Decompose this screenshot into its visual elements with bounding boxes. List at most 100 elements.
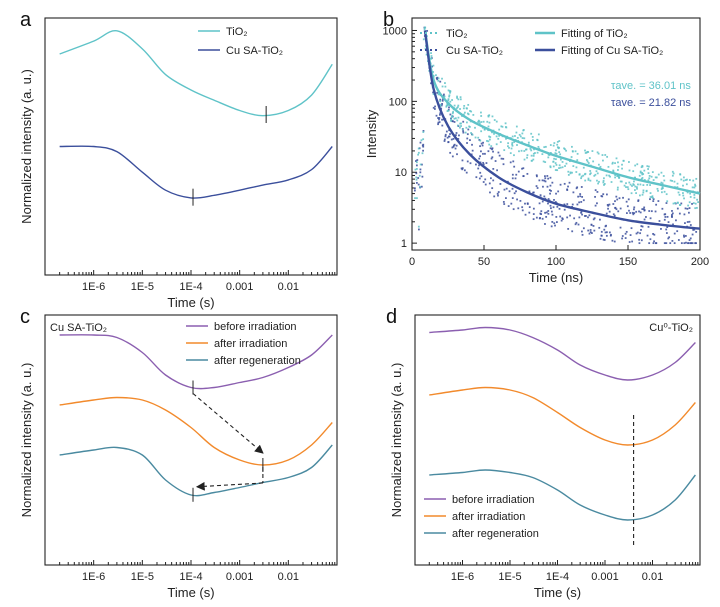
panel-b-data-point (502, 163, 505, 166)
panel-b-data-point (688, 201, 691, 204)
panel-b-data-point (422, 145, 425, 148)
panel-b-legend-entry: TiO₂ (446, 28, 468, 40)
panel-b-data-point (558, 167, 560, 169)
panel-b-data-point (567, 185, 569, 188)
panel-b-data-point (497, 191, 500, 193)
panel-b-data-point (461, 128, 464, 131)
panel-b-lifetime-tio2: τave. = 36.01 ns (611, 80, 691, 92)
panel-b-data-point (651, 196, 653, 199)
panel-b-data-point (422, 149, 424, 152)
panel-b-data-point (554, 169, 557, 171)
panel-b-data-point (587, 179, 590, 181)
panel-b-data-point (421, 152, 424, 155)
panel-b-data-point (616, 175, 619, 177)
panel-b-data-point (624, 232, 627, 235)
panel-b-data-point (462, 113, 465, 116)
panel-b-data-point (599, 237, 602, 240)
panel-b-data-point (625, 200, 628, 203)
panel-b-data-point (511, 141, 514, 144)
panel-b-data-point (461, 168, 464, 171)
panel-b-data-point (459, 96, 462, 99)
panel-b-data-point (492, 179, 495, 182)
panel-b-data-point (540, 210, 543, 213)
panel-b-data-point (417, 147, 420, 150)
panel-b-data-point (650, 175, 653, 178)
panel-b-data-point (572, 191, 575, 194)
panel-b-data-point (491, 147, 494, 150)
panel-b-data-point (625, 212, 628, 214)
panel-b-data-point (654, 210, 657, 213)
panel-b-data-point (669, 242, 672, 245)
panel-b-data-point (466, 121, 468, 124)
panel-b-data-point (660, 181, 663, 184)
panel-b-data-point (647, 165, 650, 168)
panel-b-data-point (439, 112, 442, 115)
panel-b-data-point (641, 164, 644, 167)
panel-b-data-point (648, 210, 651, 212)
panel-b-data-point (452, 111, 455, 113)
panel-b-data-point (432, 93, 435, 96)
panel-b-data-point (437, 79, 440, 82)
panel-b-data-point (594, 189, 597, 192)
panel-b-data-point (555, 221, 558, 223)
panel-b-data-point (478, 122, 481, 125)
panel-b-data-point (517, 170, 520, 173)
panel-b-data-point (622, 196, 624, 199)
panel-b-data-point (424, 26, 427, 29)
panel-b-data-point (576, 203, 579, 206)
panel-b-data-point (688, 239, 691, 241)
panel-b-data-point (430, 52, 432, 55)
panel-b-data-point (596, 179, 598, 182)
panel-b-data-point (566, 216, 569, 219)
panel-b-data-point (670, 215, 673, 218)
panel-a-letter: a (20, 9, 32, 31)
panel-b-data-point (605, 193, 608, 196)
panel-d-letter: d (386, 306, 397, 328)
panel-a-y-axis-title: Normalized intensity (a. u.) (19, 69, 34, 224)
panel-b-data-point (521, 132, 524, 135)
panel-b-data-point (518, 133, 521, 136)
panel-b-data-point (460, 125, 462, 127)
panel-b-data-point (608, 203, 611, 206)
panel-b-data-point (478, 157, 481, 160)
panel-b-data-point (624, 237, 627, 239)
panel-b-data-point (580, 210, 583, 213)
panel-b-data-point (444, 85, 447, 88)
panel-b-data-point (482, 181, 485, 183)
panel-b-data-point (456, 124, 459, 127)
panel-b-data-point (420, 185, 423, 188)
panel-b-data-point (639, 232, 642, 235)
panel-b-data-point (459, 126, 461, 129)
panel-b-data-point (657, 173, 660, 176)
panel-b-data-point (653, 240, 655, 243)
panel-b-data-point (580, 177, 582, 180)
panel-b-y-tick-label: 10 (395, 167, 407, 179)
panel-b-data-point (611, 162, 614, 165)
panel-b-data-point (584, 172, 587, 175)
panel-b-data-point (465, 126, 468, 129)
panel-b-data-point (638, 210, 640, 213)
panel-b-data-point (441, 99, 444, 102)
panel-b-data-point (585, 215, 587, 217)
panel-b-data-point (575, 166, 578, 169)
panel-b-data-point (469, 139, 471, 142)
panel-b-data-point (609, 234, 612, 237)
panel-b-data-point (612, 203, 615, 205)
panel-b-data-point (455, 107, 458, 110)
panel-b-data-point (439, 113, 441, 116)
panel-c-x-tick-label: 1E-6 (82, 571, 105, 583)
panel-b-data-point (602, 238, 605, 241)
panel-b-data-point (685, 241, 687, 244)
panel-b-data-point (571, 203, 574, 206)
panel-a-x-tick-label: 1E-4 (179, 281, 202, 293)
panel-b-data-point (665, 202, 668, 204)
panel-b-data-point (647, 168, 650, 170)
panel-b-data-point (634, 185, 637, 188)
panel-b-data-point (532, 213, 535, 215)
panel-b-data-point (477, 136, 480, 139)
panel-b-data-point (611, 239, 614, 242)
panel-b-data-point (531, 136, 534, 138)
panel-b-data-point (617, 169, 619, 171)
panel-b-data-point (445, 104, 448, 107)
panel-b-data-point (530, 149, 533, 152)
